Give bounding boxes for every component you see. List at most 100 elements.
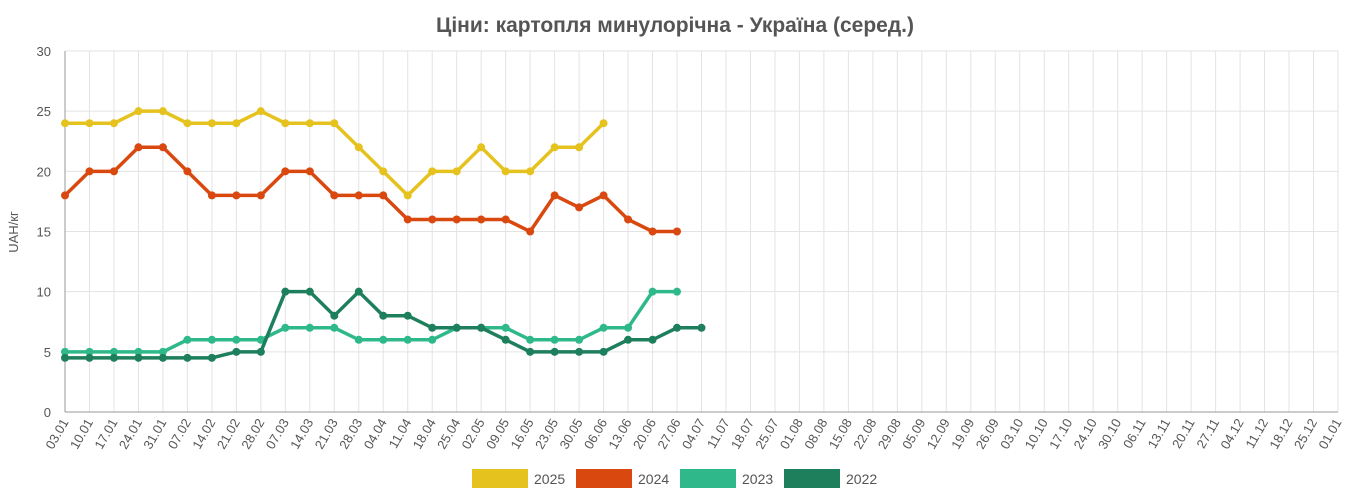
data-point bbox=[575, 143, 584, 152]
data-point bbox=[403, 335, 412, 344]
data-point bbox=[330, 191, 339, 200]
x-tick-label: 03.01 bbox=[42, 416, 71, 452]
data-point bbox=[673, 323, 682, 332]
x-tick-label: 09.05 bbox=[483, 416, 512, 452]
x-tick-label: 18.07 bbox=[728, 416, 757, 452]
x-tick-label: 17.10 bbox=[1046, 416, 1075, 452]
data-point bbox=[183, 167, 192, 176]
data-point bbox=[452, 167, 461, 176]
data-point bbox=[501, 215, 510, 224]
data-point bbox=[550, 347, 559, 356]
x-tick-label: 10.10 bbox=[1022, 416, 1051, 452]
x-tick-label: 08.08 bbox=[801, 416, 830, 452]
data-point bbox=[158, 107, 167, 116]
x-tick-label: 04.12 bbox=[1217, 416, 1246, 452]
data-point bbox=[183, 335, 192, 344]
data-point bbox=[599, 347, 608, 356]
data-point bbox=[207, 191, 216, 200]
data-point bbox=[158, 353, 167, 362]
data-point bbox=[428, 167, 437, 176]
data-point bbox=[207, 353, 216, 362]
data-point bbox=[624, 323, 633, 332]
data-point bbox=[109, 347, 118, 356]
data-point bbox=[526, 347, 535, 356]
y-tick-label: 20 bbox=[37, 164, 51, 179]
data-point bbox=[134, 143, 143, 152]
data-point bbox=[673, 287, 682, 296]
x-tick-label: 21.03 bbox=[312, 416, 341, 452]
legend-label: 2022 bbox=[846, 471, 877, 487]
data-point bbox=[232, 191, 241, 200]
x-tick-label: 27.11 bbox=[1193, 416, 1222, 451]
data-point bbox=[305, 119, 314, 128]
data-point bbox=[85, 119, 94, 128]
x-tick-label: 18.04 bbox=[410, 416, 439, 452]
x-tick-label: 11.07 bbox=[704, 416, 733, 451]
x-tick-label: 20.06 bbox=[630, 416, 659, 452]
x-tick-label: 21.02 bbox=[214, 416, 243, 452]
data-point bbox=[85, 347, 94, 356]
legend-swatch bbox=[472, 469, 528, 488]
data-point bbox=[428, 335, 437, 344]
data-point bbox=[477, 215, 486, 224]
data-point bbox=[330, 323, 339, 332]
x-tick-label: 10.01 bbox=[67, 416, 96, 452]
data-point bbox=[379, 335, 388, 344]
legend-swatch bbox=[784, 469, 840, 488]
x-tick-label: 25.07 bbox=[752, 416, 781, 452]
x-tick-label: 30.05 bbox=[556, 416, 585, 452]
data-point bbox=[428, 323, 437, 332]
data-point bbox=[697, 323, 706, 332]
data-point bbox=[134, 353, 143, 362]
data-point bbox=[305, 287, 314, 296]
x-tick-label: 05.09 bbox=[899, 416, 928, 452]
data-point bbox=[477, 323, 486, 332]
x-tick-label: 26.09 bbox=[973, 416, 1002, 452]
x-tick-label: 16.05 bbox=[507, 416, 536, 452]
x-tick-label: 25.12 bbox=[1291, 416, 1320, 452]
x-tick-label: 13.06 bbox=[605, 416, 634, 452]
data-point bbox=[61, 353, 69, 362]
data-point bbox=[281, 287, 290, 296]
data-point bbox=[85, 353, 94, 362]
data-point bbox=[354, 287, 363, 296]
y-axis-label: UAH/кг bbox=[6, 211, 21, 253]
x-tick-label: 25.04 bbox=[434, 416, 463, 452]
data-point bbox=[134, 347, 143, 356]
data-point bbox=[330, 311, 339, 320]
x-tick-label: 11.04 bbox=[386, 416, 415, 451]
data-point bbox=[599, 323, 608, 332]
data-point bbox=[526, 167, 535, 176]
data-point bbox=[305, 167, 314, 176]
data-point bbox=[379, 191, 388, 200]
x-tick-label: 04.04 bbox=[361, 416, 390, 452]
data-point bbox=[256, 107, 265, 116]
x-tick-label: 24.01 bbox=[116, 416, 145, 452]
data-point bbox=[428, 215, 437, 224]
data-point bbox=[648, 287, 657, 296]
x-tick-label: 13.11 bbox=[1144, 416, 1173, 451]
data-point bbox=[232, 335, 241, 344]
x-tick-label: 18.12 bbox=[1266, 416, 1295, 452]
x-tick-label: 17.01 bbox=[91, 416, 120, 452]
x-tick-label: 27.06 bbox=[654, 416, 683, 452]
data-point bbox=[183, 353, 192, 362]
legend-label: 2025 bbox=[534, 471, 565, 487]
chart-title: Ціни: картопля минулорічна - Україна (се… bbox=[436, 14, 914, 37]
data-point bbox=[61, 347, 69, 356]
x-tick-label: 06.11 bbox=[1120, 416, 1149, 451]
data-point bbox=[403, 191, 412, 200]
data-point bbox=[501, 167, 510, 176]
y-tick-label: 5 bbox=[44, 345, 51, 360]
x-tick-label: 02.05 bbox=[459, 416, 488, 452]
data-point bbox=[109, 119, 118, 128]
x-tick-label: 11.12 bbox=[1242, 416, 1271, 451]
series-line bbox=[63, 145, 678, 234]
data-point bbox=[354, 335, 363, 344]
data-point bbox=[575, 335, 584, 344]
data-point bbox=[61, 119, 69, 128]
x-tick-label: 30.10 bbox=[1095, 416, 1124, 452]
data-point bbox=[207, 119, 216, 128]
data-point bbox=[305, 323, 314, 332]
x-tick-label: 28.02 bbox=[238, 416, 267, 452]
